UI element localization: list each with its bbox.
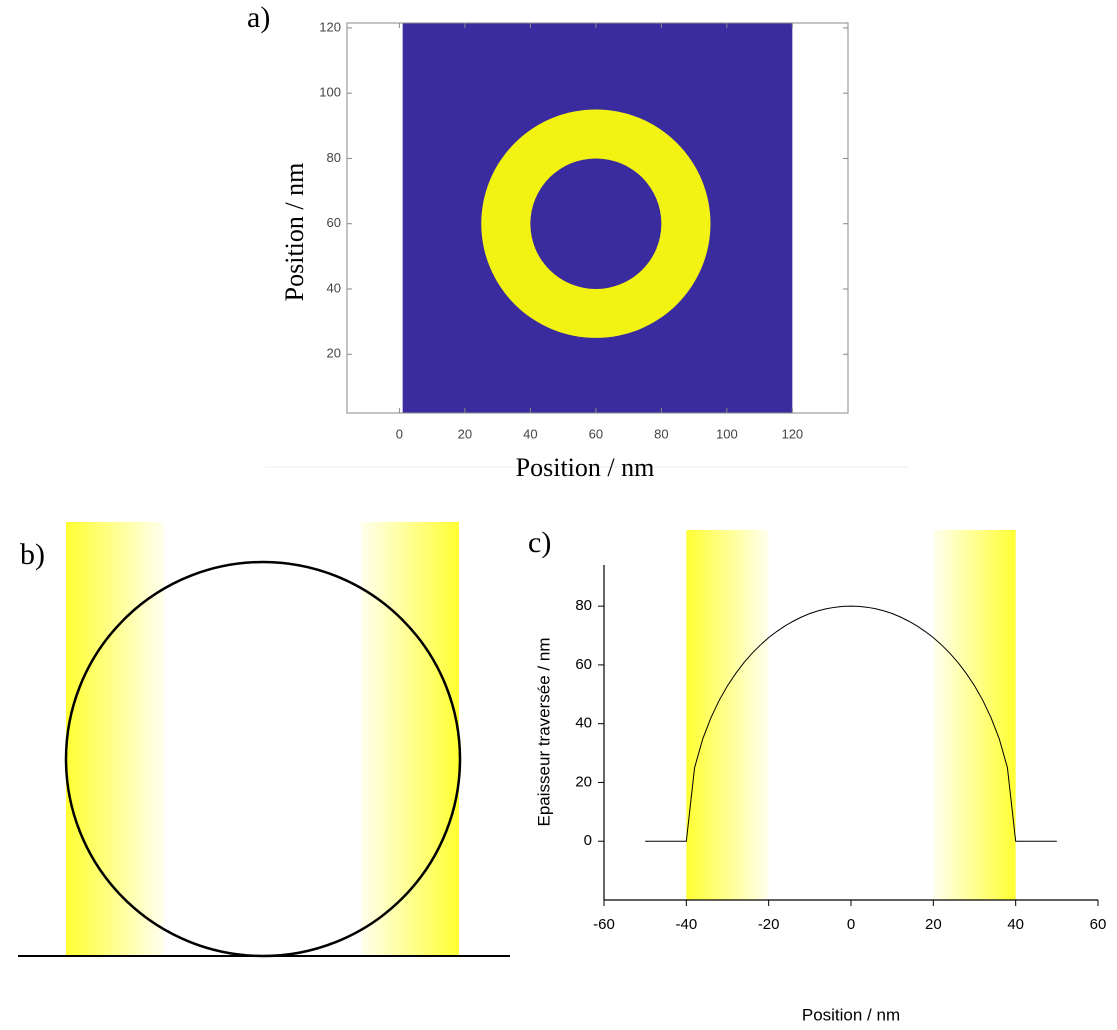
y-tick-label: 40 <box>575 715 592 732</box>
y-tick-label: 120 <box>319 19 341 34</box>
panel-label: b) <box>20 538 45 571</box>
x-tick-label: 60 <box>1090 916 1107 933</box>
y-axis-label: Epaisseur traversée / nm <box>534 638 553 827</box>
y-tick-label: 60 <box>575 656 592 673</box>
x-tick-label: 100 <box>716 426 738 441</box>
x-tick-label: -20 <box>758 916 780 933</box>
y-tick-label: 100 <box>319 85 341 100</box>
y-tick-label: 20 <box>575 773 592 790</box>
x-tick-label: 0 <box>847 916 855 933</box>
x-tick-label: -40 <box>675 916 697 933</box>
y-tick-label: 40 <box>327 280 341 295</box>
x-tick-label: 20 <box>925 916 942 933</box>
x-axis-label: Position / nm <box>802 1005 900 1024</box>
band <box>361 522 459 956</box>
band <box>686 530 769 900</box>
panel-label: c) <box>528 526 551 559</box>
y-tick-label: 20 <box>327 346 341 361</box>
x-tick-label: 80 <box>654 426 668 441</box>
x-tick-label: 40 <box>1007 916 1024 933</box>
x-tick-label: 20 <box>458 426 472 441</box>
y-tick-label: 80 <box>327 150 341 165</box>
image <box>402 23 793 413</box>
y-tick-label: 60 <box>327 215 341 230</box>
x-tick-label: 60 <box>589 426 603 441</box>
x-tick-label: 120 <box>781 426 803 441</box>
frame <box>346 22 849 414</box>
y-tick-label: 80 <box>575 597 592 614</box>
y-tick-label: 0 <box>584 832 592 849</box>
panel-label: a) <box>247 1 270 34</box>
x-tick-label: 40 <box>523 426 537 441</box>
band <box>66 522 164 956</box>
x-tick-label: -60 <box>593 916 615 933</box>
line <box>645 605 1057 842</box>
x-axis-label: Position / nm <box>516 453 655 482</box>
y-axis-label: Position / nm <box>280 163 309 302</box>
x-tick-label: 0 <box>396 426 403 441</box>
band <box>933 530 1016 900</box>
ring <box>481 109 711 338</box>
